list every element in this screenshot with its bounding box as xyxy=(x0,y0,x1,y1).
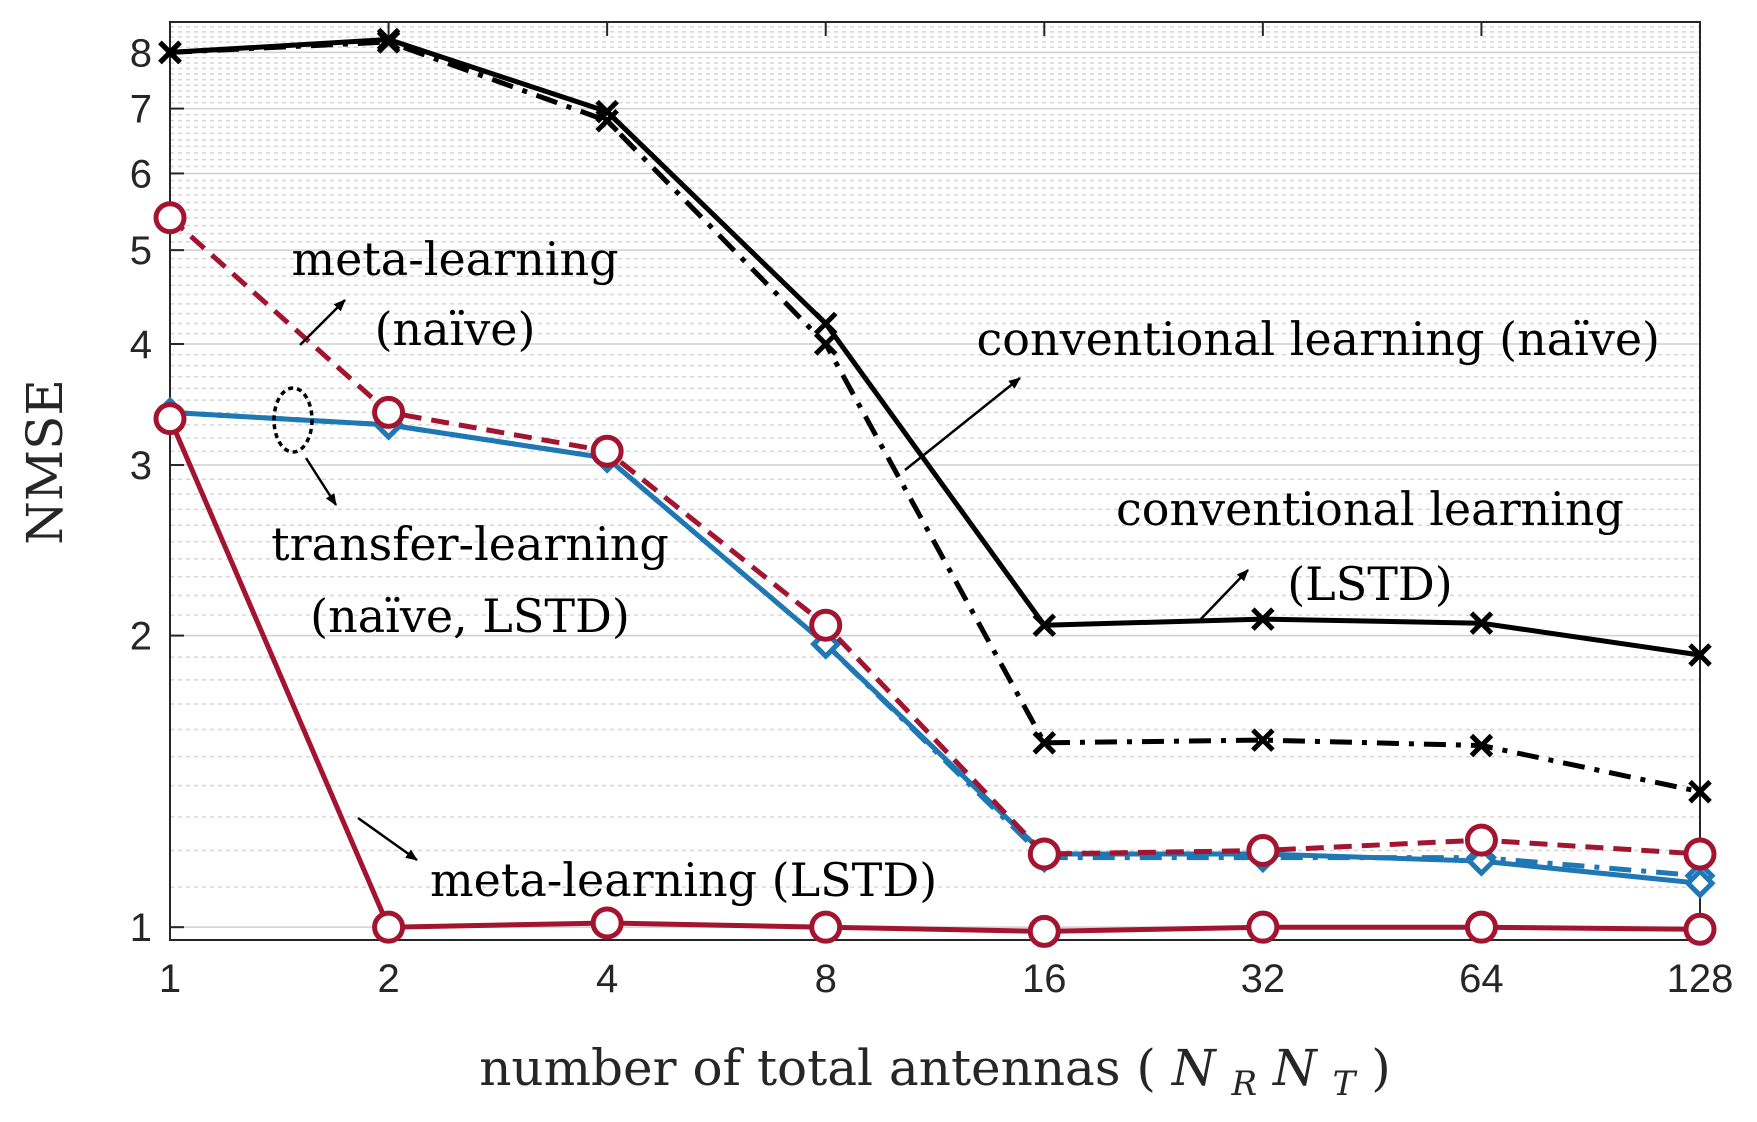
x-tick-label: 1 xyxy=(159,957,181,1001)
y-tick-label: 1 xyxy=(130,906,152,950)
x-marker-stroke xyxy=(813,311,838,336)
x-marker-stroke xyxy=(1688,643,1712,667)
x-axis-title-n1: N xyxy=(1171,1039,1218,1097)
annotation-conv-lstd: (LSTD) xyxy=(1287,557,1453,611)
x-tick-label: 16 xyxy=(1022,957,1067,1001)
annotation-conv-naive: conventional learning (naïve) xyxy=(977,312,1660,366)
y-tick-label: 5 xyxy=(130,229,152,273)
circle-marker xyxy=(153,201,187,235)
x-tick-label: 32 xyxy=(1241,957,1286,1001)
x-marker-stroke xyxy=(158,40,182,65)
x-tick-label: 64 xyxy=(1459,957,1504,1001)
y-tick-label: 7 xyxy=(130,88,152,132)
y-tick-label: 2 xyxy=(130,615,152,659)
x-marker xyxy=(1469,611,1494,635)
x-marker-stroke xyxy=(813,332,838,356)
x-marker xyxy=(1032,613,1057,637)
arrow-meta-lstd xyxy=(357,816,418,862)
circle-marker xyxy=(1027,837,1061,871)
x-marker xyxy=(813,332,838,356)
series-line xyxy=(169,37,1701,658)
x-axis-title-sub1: R xyxy=(1230,1064,1257,1104)
x-tick-label: 8 xyxy=(815,957,837,1001)
circle-marker xyxy=(590,906,624,940)
arrow-meta-naive xyxy=(299,299,346,346)
x-marker xyxy=(1251,607,1275,631)
diamond-marker xyxy=(1684,867,1716,899)
annotation-meta-naive: meta-learning xyxy=(291,232,618,286)
x-marker-stroke xyxy=(595,109,619,133)
x-marker-stroke xyxy=(1251,728,1275,752)
x-marker xyxy=(158,40,182,65)
series-line xyxy=(169,409,1701,886)
circle-marker xyxy=(153,402,187,436)
x-tick-label: 2 xyxy=(377,957,399,1001)
x-marker xyxy=(1251,728,1275,752)
x-marker-stroke xyxy=(376,27,401,52)
series-5 xyxy=(153,402,1717,948)
arrow-conv-naive xyxy=(904,377,1021,471)
circle-marker xyxy=(1683,912,1717,946)
arrow-transfer xyxy=(304,457,338,506)
circle-marker xyxy=(590,434,624,468)
series-line xyxy=(169,39,1701,795)
series-4 xyxy=(153,201,1717,871)
axes: 1 2 3 4 5 6 7 8 1 2 4 8 16 32 64 128 xyxy=(130,21,1734,1001)
annotation-transfer: transfer-learning xyxy=(271,517,669,571)
circle-marker xyxy=(1246,910,1280,944)
x-marker-stroke xyxy=(1032,613,1057,637)
series-group xyxy=(153,27,1717,948)
x-marker-stroke xyxy=(595,99,619,124)
plot-frame xyxy=(169,21,1701,941)
x-tick-label: 4 xyxy=(596,957,618,1001)
x-axis-title-paren-close: ) xyxy=(1371,1039,1391,1097)
circle-marker xyxy=(1464,823,1498,857)
y-tick-label: 3 xyxy=(130,444,152,488)
x-axis-title-sub2: T xyxy=(1333,1064,1358,1104)
circle-marker xyxy=(809,910,843,944)
x-marker xyxy=(595,109,619,133)
x-marker xyxy=(1032,731,1057,755)
circle-marker xyxy=(372,395,406,429)
y-tick-label: 6 xyxy=(130,152,152,196)
circle-marker xyxy=(809,608,843,642)
series-line xyxy=(168,215,1701,857)
series-1 xyxy=(158,27,1712,667)
y-tick-label: 8 xyxy=(130,31,152,75)
labels: NMSE number of total antennas ( N R N T … xyxy=(16,379,1391,1107)
x-marker xyxy=(1688,779,1712,804)
annotation-meta-lstd: meta-learning (LSTD) xyxy=(430,853,937,907)
x-axis-title: number of total antennas ( N R N T ) xyxy=(479,1039,1391,1107)
y-axis-title: NMSE xyxy=(16,379,74,545)
circle-marker xyxy=(1027,914,1061,948)
x-marker-stroke xyxy=(1469,611,1494,635)
x-tick-label: 128 xyxy=(1667,957,1734,1001)
x-axis-title-paren-open: ( xyxy=(1136,1039,1156,1097)
annotations: meta-learning (naïve) conventional learnin… xyxy=(271,232,1660,907)
y-tick-label: 4 xyxy=(130,323,152,367)
circle-marker xyxy=(1246,833,1280,867)
annotation-meta-naive: (naïve) xyxy=(375,302,536,356)
annotation-transfer: (naïve, LSTD) xyxy=(310,589,630,643)
x-marker xyxy=(376,27,401,52)
circle-marker xyxy=(372,910,406,944)
arrow-conv-lstd xyxy=(1199,569,1249,621)
x-marker-stroke xyxy=(1251,607,1275,631)
x-marker xyxy=(1469,733,1494,758)
x-marker-stroke xyxy=(1688,779,1712,804)
x-marker-stroke xyxy=(1469,733,1494,758)
annotation-conv-lstd: conventional learning xyxy=(1116,482,1624,536)
x-marker-stroke xyxy=(1032,731,1057,755)
x-marker xyxy=(813,311,838,336)
x-axis-title-text: number of total antennas xyxy=(479,1039,1120,1097)
series-line xyxy=(167,417,1701,934)
x-marker xyxy=(595,99,619,124)
x-axis-title-n2: N xyxy=(1272,1039,1319,1097)
circle-marker xyxy=(1464,910,1498,944)
circle-marker xyxy=(1683,837,1717,871)
transfer-highlight-ellipse xyxy=(272,386,314,454)
x-marker xyxy=(1688,643,1712,667)
